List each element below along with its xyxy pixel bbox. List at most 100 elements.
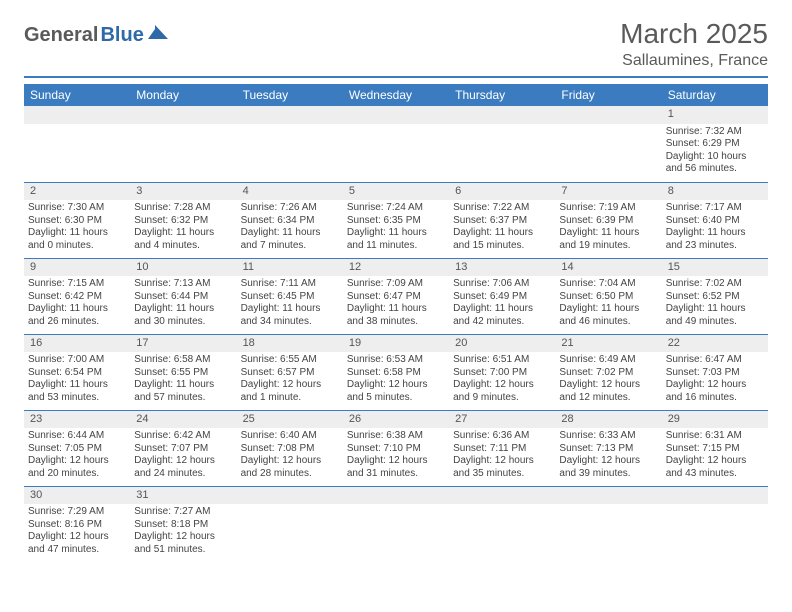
sunrise-text: Sunrise: 6:36 AM: [453, 430, 551, 443]
sunrise-text: Sunrise: 7:26 AM: [241, 202, 339, 215]
sunrise-text: Sunrise: 7:30 AM: [28, 202, 126, 215]
day-body: Sunrise: 7:29 AMSunset: 8:16 PMDaylight:…: [24, 504, 130, 560]
sunrise-text: Sunrise: 7:00 AM: [28, 354, 126, 367]
sunset-text: Sunset: 6:49 PM: [453, 291, 551, 304]
day-number: 3: [130, 183, 236, 201]
daylight-text: Daylight: 11 hours and 53 minutes.: [28, 379, 126, 404]
day-number: 29: [662, 411, 768, 429]
day-number: [449, 487, 555, 505]
calendar-week-row: 16Sunrise: 7:00 AMSunset: 6:54 PMDayligh…: [24, 334, 768, 410]
sunrise-text: Sunrise: 6:40 AM: [241, 430, 339, 443]
day-body: Sunrise: 6:38 AMSunset: 7:10 PMDaylight:…: [343, 428, 449, 484]
calendar-day-cell: 13Sunrise: 7:06 AMSunset: 6:49 PMDayligh…: [449, 258, 555, 334]
day-number: 9: [24, 259, 130, 277]
sunrise-text: Sunrise: 6:49 AM: [559, 354, 657, 367]
sunset-text: Sunset: 6:58 PM: [347, 367, 445, 380]
day-body: Sunrise: 6:31 AMSunset: 7:15 PMDaylight:…: [662, 428, 768, 484]
daylight-text: Daylight: 11 hours and 4 minutes.: [134, 227, 232, 252]
weekday-header: Thursday: [449, 84, 555, 106]
sunrise-text: Sunrise: 7:04 AM: [559, 278, 657, 291]
day-body: Sunrise: 7:00 AMSunset: 6:54 PMDaylight:…: [24, 352, 130, 408]
sunset-text: Sunset: 6:29 PM: [666, 138, 764, 151]
calendar-day-cell: [130, 106, 236, 182]
sunrise-text: Sunrise: 7:09 AM: [347, 278, 445, 291]
sunrise-text: Sunrise: 7:27 AM: [134, 506, 232, 519]
calendar-day-cell: 10Sunrise: 7:13 AMSunset: 6:44 PMDayligh…: [130, 258, 236, 334]
weekday-header: Friday: [555, 84, 661, 106]
day-number: [555, 106, 661, 124]
sunset-text: Sunset: 7:08 PM: [241, 443, 339, 456]
daylight-text: Daylight: 12 hours and 28 minutes.: [241, 455, 339, 480]
daylight-text: Daylight: 12 hours and 39 minutes.: [559, 455, 657, 480]
weekday-header-row: Sunday Monday Tuesday Wednesday Thursday…: [24, 84, 768, 106]
calendar-day-cell: 31Sunrise: 7:27 AMSunset: 8:18 PMDayligh…: [130, 486, 236, 562]
calendar-day-cell: 1Sunrise: 7:32 AMSunset: 6:29 PMDaylight…: [662, 106, 768, 182]
day-body: Sunrise: 7:15 AMSunset: 6:42 PMDaylight:…: [24, 276, 130, 332]
daylight-text: Daylight: 12 hours and 24 minutes.: [134, 455, 232, 480]
calendar-week-row: 23Sunrise: 6:44 AMSunset: 7:05 PMDayligh…: [24, 410, 768, 486]
day-number: 21: [555, 335, 661, 353]
sunset-text: Sunset: 6:39 PM: [559, 215, 657, 228]
daylight-text: Daylight: 12 hours and 1 minute.: [241, 379, 339, 404]
sunset-text: Sunset: 7:13 PM: [559, 443, 657, 456]
day-number: 2: [24, 183, 130, 201]
weekday-header: Wednesday: [343, 84, 449, 106]
daylight-text: Daylight: 12 hours and 35 minutes.: [453, 455, 551, 480]
day-number: 24: [130, 411, 236, 429]
day-number: 16: [24, 335, 130, 353]
calendar-day-cell: 7Sunrise: 7:19 AMSunset: 6:39 PMDaylight…: [555, 182, 661, 258]
day-number: 10: [130, 259, 236, 277]
daylight-text: Daylight: 11 hours and 15 minutes.: [453, 227, 551, 252]
day-body: Sunrise: 6:58 AMSunset: 6:55 PMDaylight:…: [130, 352, 236, 408]
daylight-text: Daylight: 12 hours and 9 minutes.: [453, 379, 551, 404]
sunset-text: Sunset: 7:07 PM: [134, 443, 232, 456]
calendar-day-cell: 12Sunrise: 7:09 AMSunset: 6:47 PMDayligh…: [343, 258, 449, 334]
sunset-text: Sunset: 7:10 PM: [347, 443, 445, 456]
day-body: Sunrise: 7:17 AMSunset: 6:40 PMDaylight:…: [662, 200, 768, 256]
day-body: Sunrise: 7:06 AMSunset: 6:49 PMDaylight:…: [449, 276, 555, 332]
sunrise-text: Sunrise: 6:58 AM: [134, 354, 232, 367]
logo-text-general: General: [24, 24, 98, 47]
location: Sallaumines, France: [620, 52, 768, 70]
day-body: Sunrise: 7:11 AMSunset: 6:45 PMDaylight:…: [237, 276, 343, 332]
sunset-text: Sunset: 7:03 PM: [666, 367, 764, 380]
daylight-text: Daylight: 11 hours and 46 minutes.: [559, 303, 657, 328]
daylight-text: Daylight: 11 hours and 57 minutes.: [134, 379, 232, 404]
sunrise-text: Sunrise: 6:33 AM: [559, 430, 657, 443]
day-number: 31: [130, 487, 236, 505]
calendar-day-cell: 9Sunrise: 7:15 AMSunset: 6:42 PMDaylight…: [24, 258, 130, 334]
sunset-text: Sunset: 7:11 PM: [453, 443, 551, 456]
sunset-text: Sunset: 6:32 PM: [134, 215, 232, 228]
day-number: 4: [237, 183, 343, 201]
day-number: 7: [555, 183, 661, 201]
day-body: Sunrise: 6:42 AMSunset: 7:07 PMDaylight:…: [130, 428, 236, 484]
calendar-table: Sunday Monday Tuesday Wednesday Thursday…: [24, 84, 768, 562]
calendar-week-row: 1Sunrise: 7:32 AMSunset: 6:29 PMDaylight…: [24, 106, 768, 182]
daylight-text: Daylight: 11 hours and 23 minutes.: [666, 227, 764, 252]
sunset-text: Sunset: 6:30 PM: [28, 215, 126, 228]
sunset-text: Sunset: 6:44 PM: [134, 291, 232, 304]
daylight-text: Daylight: 11 hours and 7 minutes.: [241, 227, 339, 252]
calendar-day-cell: 18Sunrise: 6:55 AMSunset: 6:57 PMDayligh…: [237, 334, 343, 410]
day-body: Sunrise: 7:19 AMSunset: 6:39 PMDaylight:…: [555, 200, 661, 256]
sunrise-text: Sunrise: 6:47 AM: [666, 354, 764, 367]
calendar-day-cell: 15Sunrise: 7:02 AMSunset: 6:52 PMDayligh…: [662, 258, 768, 334]
sunset-text: Sunset: 7:02 PM: [559, 367, 657, 380]
day-number: 14: [555, 259, 661, 277]
sunset-text: Sunset: 6:50 PM: [559, 291, 657, 304]
daylight-text: Daylight: 12 hours and 16 minutes.: [666, 379, 764, 404]
daylight-text: Daylight: 12 hours and 20 minutes.: [28, 455, 126, 480]
day-body: Sunrise: 7:26 AMSunset: 6:34 PMDaylight:…: [237, 200, 343, 256]
sunrise-text: Sunrise: 7:29 AM: [28, 506, 126, 519]
calendar-day-cell: 11Sunrise: 7:11 AMSunset: 6:45 PMDayligh…: [237, 258, 343, 334]
day-body: Sunrise: 7:04 AMSunset: 6:50 PMDaylight:…: [555, 276, 661, 332]
sunset-text: Sunset: 7:15 PM: [666, 443, 764, 456]
day-body: Sunrise: 7:28 AMSunset: 6:32 PMDaylight:…: [130, 200, 236, 256]
daylight-text: Daylight: 11 hours and 42 minutes.: [453, 303, 551, 328]
sunrise-text: Sunrise: 6:44 AM: [28, 430, 126, 443]
sunset-text: Sunset: 6:37 PM: [453, 215, 551, 228]
daylight-text: Daylight: 12 hours and 5 minutes.: [347, 379, 445, 404]
day-body: Sunrise: 7:30 AMSunset: 6:30 PMDaylight:…: [24, 200, 130, 256]
calendar-day-cell: 17Sunrise: 6:58 AMSunset: 6:55 PMDayligh…: [130, 334, 236, 410]
day-number: 5: [343, 183, 449, 201]
